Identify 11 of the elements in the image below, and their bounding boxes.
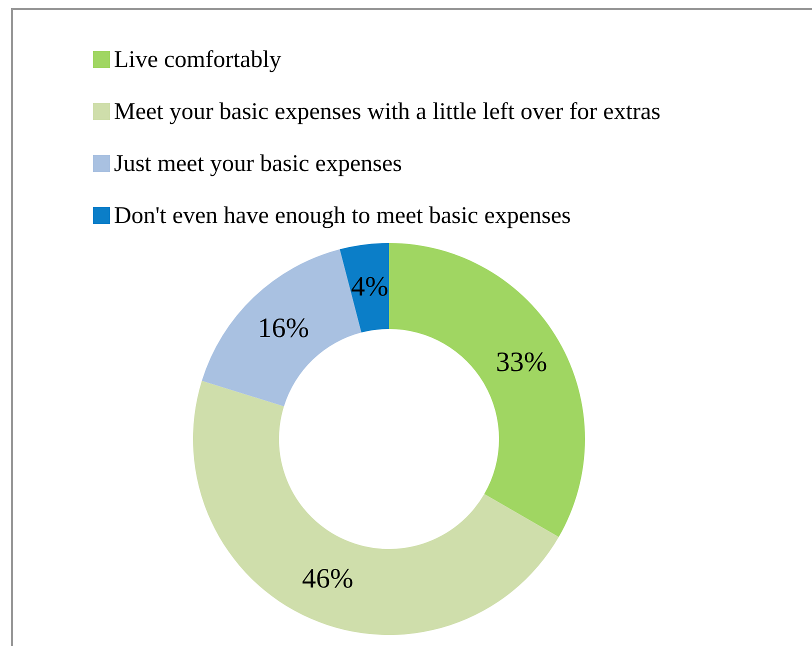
data-label: 33%	[496, 347, 548, 378]
data-label: 4%	[350, 272, 388, 303]
data-label: 16%	[258, 312, 310, 344]
donut-slice	[340, 243, 389, 333]
legend-label: Just meet your basic expenses	[114, 151, 402, 177]
data-label: 46%	[302, 564, 354, 595]
legend-label: Don't even have enough to meet basic expenses	[114, 203, 571, 229]
donut-slice	[193, 380, 559, 635]
donut-slice	[389, 243, 585, 537]
legend-label: Live comfortably	[114, 47, 282, 73]
legend-label: Meet your basic expenses with a little left over for extras	[114, 99, 660, 125]
